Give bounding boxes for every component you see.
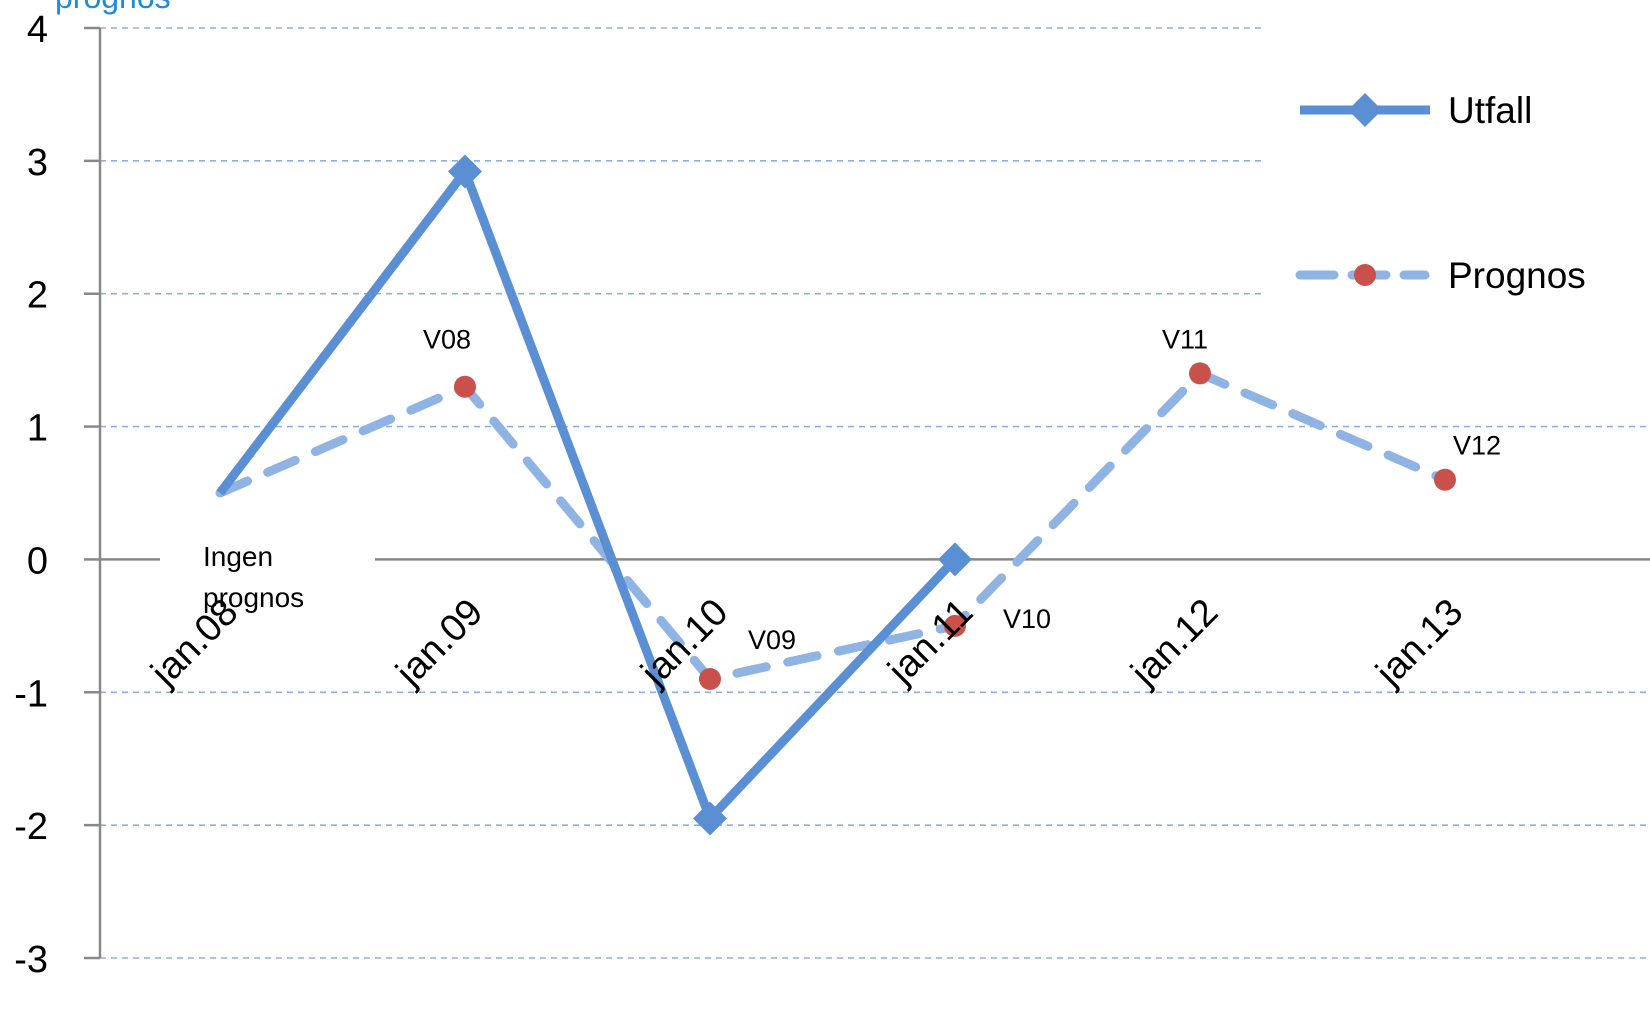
prognos-marker	[1434, 468, 1456, 491]
x-tick-label: jan.12	[1123, 591, 1227, 695]
data-label: V10	[1003, 604, 1051, 634]
gridlines	[100, 27, 1650, 959]
series-line-utfall	[216, 162, 959, 827]
utfall-marker	[938, 542, 972, 577]
legend-label-utfall: Utfall	[1448, 90, 1532, 131]
y-tick-label: -3	[14, 939, 48, 981]
prognos-marker	[454, 375, 476, 398]
annotation-box	[160, 505, 375, 620]
prognos-marker	[699, 668, 721, 690]
prognos-marker	[1189, 362, 1211, 385]
y-tick-label: 3	[27, 142, 48, 184]
axes	[84, 26, 1650, 960]
y-tick-label: -2	[14, 806, 48, 848]
legend-label-prognos: Prognos	[1448, 255, 1586, 296]
y-tick-label: 2	[27, 275, 48, 317]
y-tick-label: 4	[27, 9, 48, 51]
y-tick-label: 0	[27, 540, 48, 582]
x-tick-label: jan.09	[388, 591, 492, 695]
annotation-text: prognos	[203, 582, 304, 613]
utfall-marker	[448, 154, 482, 189]
legend-marker-utfall	[1348, 93, 1382, 127]
series-layer	[215, 154, 1456, 836]
annotation-layer: Ingen prognos	[160, 505, 375, 620]
annotation-text: Ingen	[203, 541, 273, 572]
series-line-prognos	[215, 368, 1450, 684]
prognos-marker	[944, 614, 966, 637]
chart-title: prognos	[55, 0, 171, 15]
data-label: V11	[1162, 324, 1208, 354]
legend-marker-prognos	[1354, 264, 1376, 286]
data-labels: V08 V09 V10 V11 V12	[423, 324, 1501, 655]
data-label: V09	[748, 625, 796, 655]
y-tick-label: 1	[27, 408, 48, 450]
data-label: V12	[1453, 431, 1501, 461]
utfall-marker	[693, 801, 727, 836]
y-tick-label: -1	[14, 673, 48, 715]
data-label: V08	[423, 325, 471, 355]
legend: Utfall Prognos	[1295, 90, 1586, 296]
x-tick-label: jan.13	[1368, 591, 1472, 695]
y-axis-ticks: 4 3 2 1 0 -1 -2 -3	[14, 9, 48, 981]
